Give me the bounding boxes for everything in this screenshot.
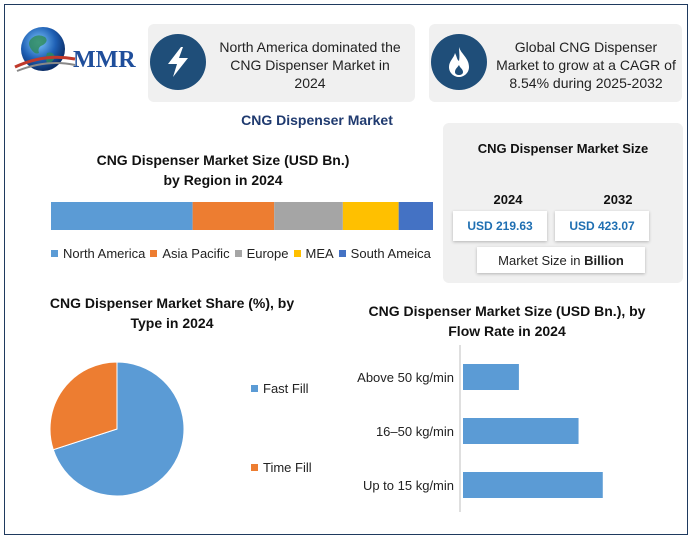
legend-swatch — [150, 250, 158, 257]
region-legend-item: South Ameica — [338, 246, 431, 261]
infographic-frame: MMR North America dominated the CNG Disp… — [4, 4, 688, 535]
legend-label: Time Fill — [263, 460, 312, 475]
type-chart-title: CNG Dispenser Market Share (%), by Type … — [49, 295, 295, 331]
region-legend-item: Asia Pacific — [150, 246, 230, 261]
region-legend-item: MEA — [293, 246, 334, 261]
year-2032-label: 2032 — [603, 192, 633, 207]
flow-category-label: Up to 15 kg/min — [363, 478, 454, 493]
highlight-card-north-america: North America dominated the CNG Dispense… — [148, 24, 415, 102]
pie-slice-time-fill — [49, 361, 118, 451]
legend-swatch — [293, 250, 301, 257]
cagr-text: Global CNG Dispenser Market to grow at a… — [496, 39, 676, 91]
unit-bold: Billion — [584, 252, 624, 268]
main-title: CNG Dispenser Market — [241, 112, 393, 128]
region-legend-item: Europe — [234, 246, 289, 261]
flow-category-label: Above 50 kg/min — [357, 370, 454, 385]
legend-swatch — [338, 250, 346, 257]
region-segment-0 — [51, 202, 193, 230]
value-2032-box: USD 423.07 — [555, 211, 649, 241]
flow-bar — [463, 472, 603, 498]
legend-label: South Ameica — [350, 246, 431, 261]
type-legend-item: Fast Fill — [251, 381, 309, 396]
region-chart-title: CNG Dispenser Market Size (USD Bn.) by R… — [96, 152, 350, 188]
highlight-card-cagr: Global CNG Dispenser Market to grow at a… — [429, 24, 682, 102]
year-2024-label: 2024 — [493, 192, 523, 207]
globe-icon — [14, 27, 76, 72]
flame-icon — [431, 34, 487, 90]
flow-bar — [463, 364, 519, 390]
legend-label: North America — [63, 246, 146, 261]
market-size-title: CNG Dispenser Market Size — [477, 141, 649, 156]
legend-swatch — [251, 464, 258, 471]
legend-swatch — [51, 250, 58, 257]
region-segment-4 — [398, 202, 433, 230]
legend-label: Asia Pacific — [162, 246, 230, 261]
flow-category-label: 16–50 kg/min — [376, 424, 454, 439]
flow-bar — [463, 418, 579, 444]
type-legend-item: Time Fill — [251, 460, 312, 475]
value-2024-box: USD 219.63 — [453, 211, 547, 241]
region-segment-2 — [274, 202, 343, 230]
north-america-text: North America dominated the CNG Dispense… — [219, 39, 401, 91]
flow-rate-bar-chart: Above 50 kg/min 16–50 kg/min Up to 15 kg/m… — [357, 345, 603, 512]
legend-swatch — [234, 250, 242, 257]
market-size-unit: Market Size in Billion — [477, 247, 645, 273]
legend-label: Fast Fill — [263, 381, 309, 396]
logo-text: MMR — [73, 47, 136, 73]
brand-logo: MMR — [13, 23, 141, 79]
region-legend-item: North America — [51, 246, 145, 261]
type-pie-chart — [49, 361, 185, 497]
type-legend: Fast Fill Time Fill — [251, 381, 361, 481]
legend-label: MEA — [305, 246, 334, 261]
unit-prefix: Market Size in — [498, 252, 585, 268]
region-stacked-bar — [51, 202, 433, 230]
region-segment-3 — [342, 202, 399, 230]
region-legend: North America Asia Pacific Europe MEA South … — [51, 244, 441, 262]
region-segment-1 — [192, 202, 275, 230]
market-size-card: CNG Dispenser Market Size 2024 2032 USD … — [443, 123, 683, 283]
lightning-icon — [150, 34, 206, 90]
legend-label: Europe — [246, 246, 289, 261]
legend-swatch — [251, 385, 258, 392]
flow-chart-title: CNG Dispenser Market Size (USD Bn.), by … — [368, 303, 646, 339]
pie-slice-fast-fill — [52, 361, 185, 497]
